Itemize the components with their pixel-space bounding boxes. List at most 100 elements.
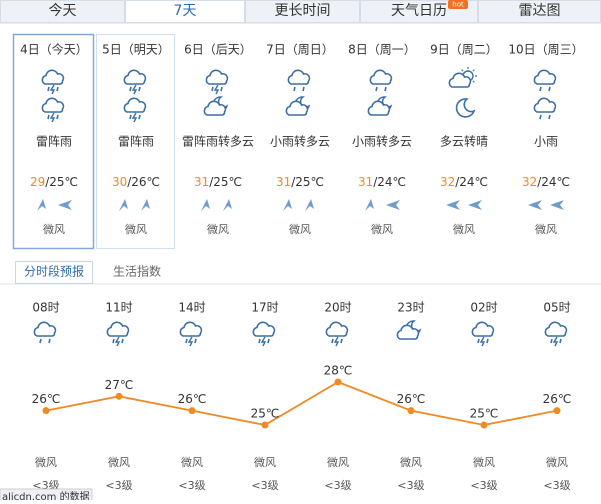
weather-icon <box>252 321 276 347</box>
wind-arrow <box>223 199 232 211</box>
hour-level: <3级 <box>251 479 278 492</box>
subtab-label[interactable]: 生活指数 <box>113 264 161 279</box>
tab-label[interactable]: 雷达图 <box>519 3 561 19</box>
weather-icon <box>533 97 557 120</box>
bolt <box>49 112 56 123</box>
weather-icon <box>203 96 229 116</box>
cloud <box>41 69 65 85</box>
cloud <box>448 72 472 88</box>
drops <box>539 114 551 120</box>
temp-low: /24℃ <box>537 175 570 189</box>
day-temp: 32/24℃ <box>440 175 488 189</box>
hour-wind: 微风 <box>327 455 349 469</box>
drops <box>129 86 141 92</box>
cloud <box>205 69 229 85</box>
cloud <box>123 97 147 113</box>
cloud <box>533 97 557 113</box>
sun-ray <box>461 69 464 72</box>
temp-low: /26℃ <box>127 175 160 189</box>
hour-level: <3级 <box>397 479 424 492</box>
cloud <box>544 321 568 337</box>
day-date: 7日（周日） <box>266 43 334 57</box>
temp-high: 31 <box>358 175 373 189</box>
weather-icon <box>287 69 311 92</box>
cloud <box>106 321 130 337</box>
day-wind: 微风 <box>207 222 229 236</box>
weather-icon <box>448 67 477 88</box>
temp-line <box>45 381 558 426</box>
cloud <box>533 69 557 85</box>
wind-arrow <box>37 199 46 211</box>
tab-label[interactable]: 7天 <box>174 3 197 19</box>
weather-icon <box>471 321 495 347</box>
wind-arrow <box>305 199 314 211</box>
bolt <box>131 84 138 95</box>
cloud <box>287 69 311 85</box>
tab-label[interactable]: 天气日历 <box>391 3 447 19</box>
temp-label: 26℃ <box>397 392 426 406</box>
cloud <box>203 100 227 116</box>
wind-arrow <box>446 200 460 210</box>
temp-point <box>261 421 269 429</box>
wind-arrow <box>283 199 292 211</box>
hour-wind: 微风 <box>108 455 130 469</box>
weather-icon <box>455 98 476 118</box>
temp-high: 31 <box>194 175 209 189</box>
hour-wind: 微风 <box>473 455 495 469</box>
bolt <box>114 336 121 347</box>
day-temp: 32/24℃ <box>522 175 570 189</box>
hour-time: 14时 <box>178 301 205 315</box>
temp-point <box>115 392 123 400</box>
bolt <box>479 336 486 347</box>
temp-low: /24℃ <box>455 175 488 189</box>
status-text: alicdn.com 的数据 <box>2 490 90 500</box>
drops <box>47 114 59 120</box>
drops <box>477 338 489 344</box>
temp-low: /24℃ <box>373 175 406 189</box>
drops <box>211 86 223 92</box>
temp-point <box>480 421 488 429</box>
hour-level: <3级 <box>543 479 570 492</box>
hour-wind: 微风 <box>254 455 276 469</box>
weather-icon <box>367 96 393 116</box>
wind-arrow <box>550 200 564 210</box>
hour-time: 05时 <box>543 301 570 315</box>
cloud <box>33 321 57 337</box>
day-wind: 微风 <box>125 222 147 236</box>
bolt <box>333 336 340 347</box>
day-date: 5日（明天） <box>102 43 170 57</box>
cloud <box>179 321 203 337</box>
temp-label: 26℃ <box>32 392 61 406</box>
wind-arrow <box>58 200 72 210</box>
tab-badge-bg <box>448 0 468 9</box>
day-wind: 微风 <box>371 222 393 236</box>
temp-high: 32 <box>440 175 455 189</box>
day-date: 6日（后天） <box>184 43 252 57</box>
weather-icon <box>285 96 311 116</box>
wind-arrow <box>528 200 542 210</box>
hour-time: 20时 <box>324 301 351 315</box>
hour-time: 02时 <box>470 301 497 315</box>
hour-level: <3级 <box>105 479 132 492</box>
hour-wind: 微风 <box>35 455 57 469</box>
day-weather: 多云转晴 <box>440 134 488 149</box>
cloud <box>369 69 393 85</box>
tab-label[interactable]: 今天 <box>49 3 77 19</box>
temp-low: /25℃ <box>45 175 78 189</box>
cloud <box>471 321 495 337</box>
hour-time: 17时 <box>251 301 278 315</box>
subtab-active[interactable] <box>15 261 93 284</box>
subtab-label[interactable]: 分时段预报 <box>24 264 84 279</box>
cloud <box>367 100 391 116</box>
temp-point <box>334 378 342 386</box>
tab-label[interactable]: 更长时间 <box>275 3 331 19</box>
day-wind: 微风 <box>453 222 475 236</box>
day-date: 4日（今天） <box>20 42 88 57</box>
drops <box>185 338 197 344</box>
day-weather: 小雨转多云 <box>352 134 412 149</box>
weather-icon <box>205 69 229 95</box>
day-wind: 微风 <box>289 222 311 236</box>
weather-icon <box>106 321 130 347</box>
hour-wind: 微风 <box>546 455 568 469</box>
